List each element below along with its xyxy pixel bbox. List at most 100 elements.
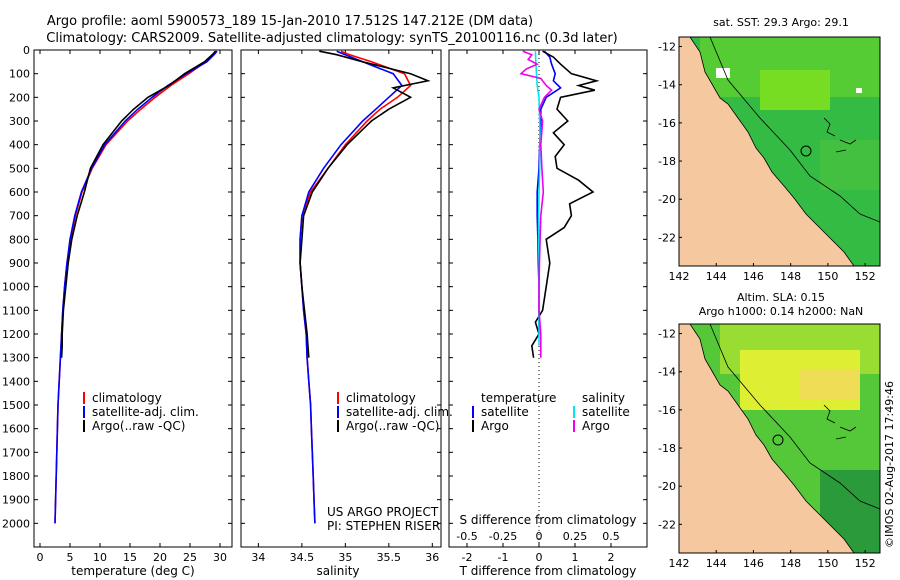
- sst-missing-data: [856, 88, 862, 93]
- y-tick-label: 2000: [2, 517, 30, 530]
- map-y-tick-label: -16: [658, 404, 676, 417]
- x-tick-label: 30: [213, 551, 227, 564]
- depth-contour: [709, 324, 880, 510]
- sla-map-frame: [678, 323, 881, 554]
- y-tick-label: 200: [9, 91, 30, 104]
- map-y-tick-label: -14: [658, 366, 676, 379]
- x-tick-label: 25: [183, 551, 197, 564]
- legend-t-satellite-label: satellite: [481, 405, 529, 419]
- map-x-tick-label: 146: [743, 270, 764, 283]
- x-tick-label: 15: [123, 551, 137, 564]
- map-x-tick-label: 148: [780, 557, 801, 570]
- salinity-axes: [240, 49, 442, 548]
- difference-chart: -2 -1 0 1 2 -0.5 -0.25 0 0.25 0.5: [449, 49, 647, 564]
- map-x-tick-label: 150: [817, 270, 838, 283]
- x-tick-label: 5: [67, 551, 74, 564]
- sst-map-frame: [678, 36, 881, 267]
- y-tick-label: 1000: [2, 281, 30, 294]
- x-tick-label: 34: [251, 551, 265, 564]
- y-tick-label: 1900: [2, 494, 30, 507]
- map-x-tick-label: 142: [669, 270, 690, 283]
- argo-position-marker: [772, 434, 784, 446]
- legend-climatology-label: climatology: [92, 391, 162, 405]
- y-tick-label: 300: [9, 115, 30, 128]
- series-line-salinity-argo: [519, 50, 553, 358]
- map-x-tick-label: 152: [855, 270, 876, 283]
- sla-peak-patch: [800, 370, 860, 400]
- map-y-tick-label: -18: [658, 442, 676, 455]
- map-y-tick-label: -16: [658, 117, 676, 130]
- legend-satellite-label: satellite-adj. clim.: [92, 405, 199, 419]
- pi-credit: PI: STEPHEN RISER: [327, 519, 440, 533]
- x-tick-label: 2: [608, 551, 615, 564]
- y-tick-label: 1100: [2, 304, 30, 317]
- series-line-climatology: [299, 50, 412, 524]
- legend-salinity-title: salinity: [582, 391, 625, 405]
- reef-outline: [823, 117, 857, 153]
- sla-map-title: Altim. SLA: 0.15: [737, 291, 825, 304]
- map-x-tick-label: 148: [780, 270, 801, 283]
- legend-argo-label: Argo(..raw -QC): [346, 419, 439, 433]
- map-y-tick-label: -22: [658, 231, 676, 244]
- map-y-tick-label: -14: [658, 79, 676, 92]
- temperature-legend: climatology satellite-adj. clim. Argo(..…: [83, 391, 199, 433]
- map-x-tick-label: 146: [743, 557, 764, 570]
- y-tick-label: 1700: [2, 446, 30, 459]
- x-tick-label: 34.5: [290, 551, 315, 564]
- header-line-1: Argo profile: aoml 5900573_189 15-Jan-20…: [47, 14, 533, 29]
- sst-warm-patch: [760, 70, 830, 110]
- difference-top-xlabel: S difference from climatology: [460, 513, 637, 527]
- map-y-tick-label: -22: [658, 518, 676, 531]
- top-tick-label: -0.25: [489, 530, 517, 543]
- series-line-satellite-adj-clim-: [54, 50, 218, 524]
- series-line-argo-raw-qc-: [299, 50, 431, 358]
- temperature-axes: [33, 49, 233, 548]
- top-tick-label: -0.5: [456, 530, 477, 543]
- reef-outline: [823, 404, 857, 440]
- y-tick-label: 1800: [2, 470, 30, 483]
- x-tick-label: 0: [536, 551, 543, 564]
- difference-axes: [448, 49, 648, 548]
- top-tick-label: 0: [536, 530, 543, 543]
- x-tick-label: 35: [338, 551, 352, 564]
- y-tick-label: 1600: [2, 423, 30, 436]
- sst-patch: [820, 140, 880, 190]
- sla-map: [678, 323, 881, 554]
- map-y-tick-label: -12: [658, 328, 676, 341]
- top-tick-label: 0.25: [563, 530, 588, 543]
- y-tick-label: 1500: [2, 399, 30, 412]
- series-line-climatology: [54, 50, 216, 524]
- series-line-temperature-argo: [530, 50, 600, 358]
- depth-contour: [709, 37, 880, 223]
- map-y-tick-label: -20: [658, 193, 676, 206]
- map-x-tick-label: 150: [817, 557, 838, 570]
- land-coastline: [679, 324, 855, 553]
- map-x-tick-label: 152: [855, 557, 876, 570]
- map-y-tick-label: -18: [658, 155, 676, 168]
- y-tick-label: 1400: [2, 375, 30, 388]
- salinity-legend: climatology satellite-adj. clim. Argo(..…: [337, 391, 453, 433]
- x-tick-label: -1: [498, 551, 509, 564]
- y-tick-label: 1200: [2, 328, 30, 341]
- sst-map: [678, 36, 881, 267]
- series-line-satellite-adj-clim-: [299, 50, 403, 524]
- series-line-argo-raw-qc-: [60, 50, 217, 358]
- sst-map-axes: 142 144 146 148 150 152 -12 -14 -16 -18 -20 -22: [658, 41, 876, 283]
- map-x-tick-label: 144: [706, 557, 727, 570]
- top-tick-label: 0.5: [602, 530, 620, 543]
- x-tick-label: 36: [425, 551, 439, 564]
- temperature-xlabel: temperature (deg C): [71, 564, 194, 578]
- argo-position-marker: [800, 145, 812, 157]
- legend-satellite-label: satellite-adj. clim.: [346, 405, 453, 419]
- temperature-chart: 0100200300400500600700800900100011001200…: [2, 44, 232, 564]
- sst-map-title: sat. SST: 29.3 Argo: 29.1: [713, 16, 849, 29]
- land-coastline: [679, 37, 855, 266]
- legend-temperature-title: temperature: [481, 391, 556, 405]
- salinity-chart: 34 34.5 35 35.5 36: [241, 49, 441, 564]
- map-y-tick-label: -20: [658, 480, 676, 493]
- y-tick-label: 600: [9, 186, 30, 199]
- y-tick-label: 400: [9, 139, 30, 152]
- map-x-tick-label: 144: [706, 270, 727, 283]
- x-tick-label: -2: [462, 551, 473, 564]
